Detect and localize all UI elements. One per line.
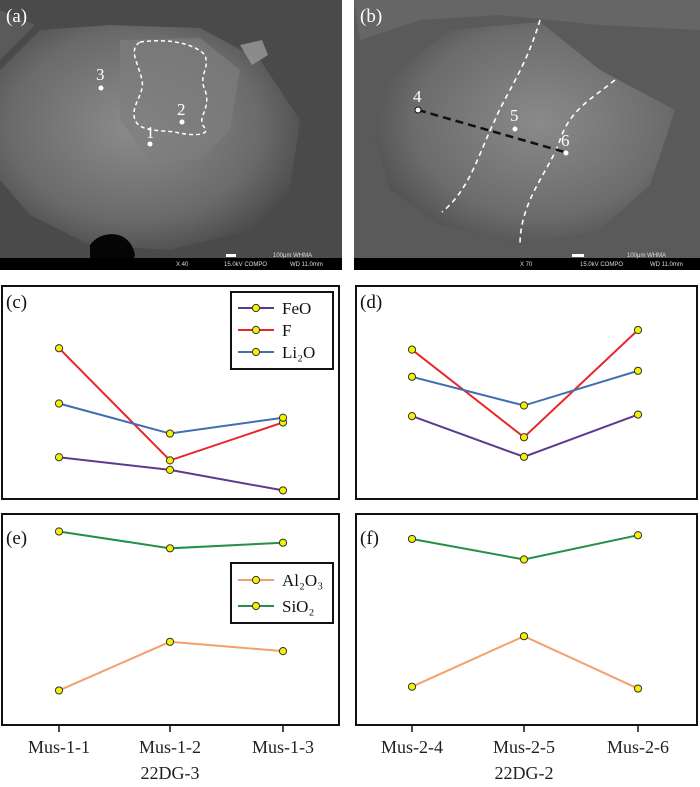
data-point-li2o-3 xyxy=(278,413,288,422)
data-point-sio2-2 xyxy=(519,555,529,564)
data-point-al2o3-1 xyxy=(407,682,417,691)
x-tick-label: Mus-2-4 xyxy=(381,737,443,757)
data-point-f-1 xyxy=(407,345,417,354)
panel-label-d: (d) xyxy=(360,292,382,313)
legend-marker-sio2 xyxy=(251,601,261,611)
data-point-sio2-1 xyxy=(407,534,417,544)
x-tick-label: Mus-1-3 xyxy=(252,737,314,757)
data-point-li2o-2 xyxy=(519,401,529,410)
sem-a-kv: 15.0kV COMPO xyxy=(224,262,267,268)
legend-label-feo: FeO xyxy=(282,299,311,318)
data-point-al2o3-3 xyxy=(278,647,288,656)
data-point-li2o-1 xyxy=(407,372,417,381)
sem-b-footer-bar xyxy=(354,258,700,270)
sem-b-grain xyxy=(375,22,675,245)
sem-a-scale-bar xyxy=(226,254,236,257)
x-axis-layer: Mus-1-1 Mus-1-2 Mus-1-3 Mus-2-4 Mus-2-5 Mus-2… xyxy=(28,725,669,757)
sem-b-profile-line xyxy=(417,108,569,155)
x-tick-label: Mus-2-6 xyxy=(607,737,669,757)
sem-point-label: 4 xyxy=(413,87,422,106)
sem-b-scale-bar xyxy=(572,254,584,257)
data-point-li2o-3 xyxy=(633,366,643,375)
legend-marker-li2o xyxy=(251,347,261,357)
data-point-sio2-3 xyxy=(278,538,288,547)
x-tick-label: Mus-2-5 xyxy=(493,737,555,757)
panel-label-f: (f) xyxy=(360,528,379,549)
legend-marker-al2o3 xyxy=(251,575,261,585)
data-point-f-2 xyxy=(165,456,175,465)
legend-marker-f xyxy=(251,325,261,335)
sem-b-points: 4 5 6 xyxy=(413,87,570,156)
data-point-al2o3-2 xyxy=(519,632,529,641)
sem-a-wd: WD 11.0mm xyxy=(290,262,323,268)
data-point-feo-1 xyxy=(407,411,417,421)
sem-a-mag: X 40 xyxy=(176,262,189,268)
legend-marker-feo xyxy=(251,303,261,313)
sem-b-dashed-boundary-1 xyxy=(441,19,541,213)
legend-e: Al₂O₃ SiO₂ xyxy=(230,562,334,624)
legend-e-box xyxy=(230,562,334,624)
sem-point-marker xyxy=(147,141,153,147)
legend-label-f: F xyxy=(282,321,291,340)
data-point-li2o-1 xyxy=(54,399,64,408)
sem-point-marker xyxy=(512,126,518,132)
panel-f-frame xyxy=(355,513,698,726)
sem-image-b: 4 5 6 (b) 100μm WHMA X 70 15.0kV COMPO W… xyxy=(354,0,700,270)
sem-point-marker xyxy=(98,85,104,91)
sem-a-footer-bar xyxy=(0,258,342,270)
sem-a-points: 1 2 3 xyxy=(96,65,186,147)
sem-point-label: 3 xyxy=(96,65,105,84)
legend-label-li2o: Li₂O xyxy=(282,343,315,362)
data-point-al2o3-3 xyxy=(633,684,643,693)
sem-a-scale-text: 100μm WHMA xyxy=(273,253,312,259)
sem-point-marker xyxy=(179,119,185,125)
sem-b-wd: WD 11.0mm xyxy=(650,262,683,268)
data-point-feo-3 xyxy=(633,410,643,419)
sem-b-kv: 15.0kV COMPO xyxy=(580,262,623,268)
x-tick-label: Mus-1-2 xyxy=(139,737,201,757)
data-point-feo-1 xyxy=(54,453,64,462)
group-label-22dg-3: 22DG-3 xyxy=(141,763,200,783)
data-point-f-2 xyxy=(519,433,529,442)
data-point-li2o-2 xyxy=(165,429,175,438)
chart-series-layer xyxy=(54,325,643,695)
group-label-22dg-2: 22DG-2 xyxy=(495,763,554,783)
data-point-feo-2 xyxy=(165,465,175,474)
data-point-sio2-1 xyxy=(54,527,64,536)
data-point-sio2-2 xyxy=(165,544,175,553)
panel-label-a: (a) xyxy=(6,6,27,27)
panel-label-e: (e) xyxy=(6,528,27,549)
sem-point-label: 1 xyxy=(146,123,155,142)
sem-image-a: 1 2 3 (a) 100μm WHMA X 40 15.0kV COMPO W… xyxy=(0,0,342,270)
sem-b-scale-text: 100μm WHMA xyxy=(627,253,666,259)
sem-point-label: 5 xyxy=(510,106,519,125)
data-point-feo-3 xyxy=(278,486,288,495)
data-point-sio2-3 xyxy=(633,531,643,540)
legend-label-sio2: SiO₂ xyxy=(282,597,314,616)
data-point-f-1 xyxy=(54,344,64,353)
sem-a-dashed-outline xyxy=(133,40,208,136)
data-point-f-3 xyxy=(633,325,643,335)
sem-b-mag: X 70 xyxy=(520,262,533,268)
sem-point-label: 6 xyxy=(561,131,570,150)
sem-point-marker xyxy=(563,150,569,156)
data-point-al2o3-2 xyxy=(165,637,175,646)
x-tick-label: Mus-1-1 xyxy=(28,737,90,757)
sem-b-dashed-boundary-2 xyxy=(519,79,616,246)
legend-c-box xyxy=(230,291,334,370)
legend-label-al2o3: Al₂O₃ xyxy=(282,571,323,590)
panel-label-c: (c) xyxy=(6,292,27,313)
panel-label-b: (b) xyxy=(360,6,382,27)
data-point-feo-2 xyxy=(519,452,529,461)
legend-c: FeO F Li₂O xyxy=(230,291,334,370)
panel-d-frame xyxy=(355,285,698,500)
sem-point-label: 2 xyxy=(177,100,186,119)
sem-point-marker xyxy=(414,106,422,114)
data-point-al2o3-1 xyxy=(54,686,64,695)
